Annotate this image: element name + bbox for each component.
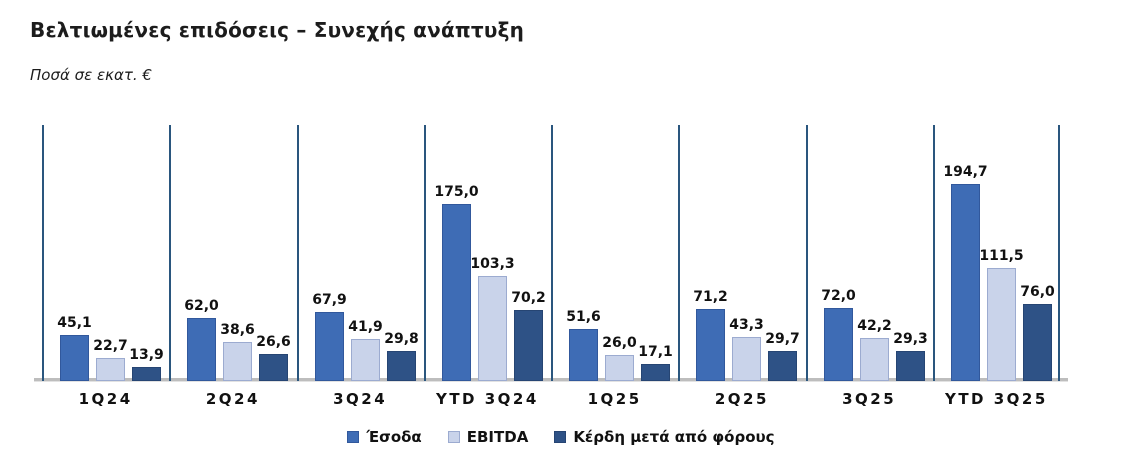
bar [223,342,252,381]
bar-value-label: 38,6 [220,322,255,338]
bar [896,351,925,381]
legend-swatch-net-profit [554,431,567,443]
units-note: Ποσά σε εκατ. € [30,66,152,84]
bar-value-label: 43,3 [729,317,764,333]
panel-separator-line [169,125,171,381]
bar [641,364,670,381]
bar-value-label: 13,9 [129,347,164,363]
bar [387,351,416,381]
bar-value-label: 67,9 [312,292,347,308]
panel-separator-line [933,125,935,381]
bar-value-label: 103,3 [470,256,515,272]
bar [132,367,161,381]
bar-value-label: 62,0 [184,298,219,314]
panel-separator-line [1058,125,1060,381]
bar-value-label: 76,0 [1020,284,1055,300]
bar-value-label: 45,1 [57,315,92,331]
bar-value-label: 29,8 [384,331,419,347]
bar-value-label: 51,6 [566,309,601,325]
panel-separator-line [297,125,299,381]
bar-value-label: 17,1 [638,344,673,360]
bar [514,310,543,381]
bar [732,337,761,381]
bar [605,355,634,381]
legend-item-ebitda: EBITDA [447,428,529,446]
panel-separator-line [551,125,553,381]
bar [96,358,125,381]
bar [1023,304,1052,381]
category-label: 2Q24 [205,390,260,408]
category-label: 1Q24 [78,390,133,408]
bar [259,354,288,381]
bar [569,329,598,381]
bar [442,204,471,381]
bar-value-label: 26,6 [256,334,291,350]
category-label: 2Q25 [714,390,769,408]
legend-label: Έσοδα [366,428,422,446]
bar-value-label: 72,0 [821,288,856,304]
bar-chart: 45,1 22,7 13,9 1Q24 62,0 38,6 26,6 2Q24 67,9 41,9… [34,125,1068,408]
panel-separator-line [806,125,808,381]
panel-separator-line [424,125,426,381]
bar [187,318,216,381]
bar-value-label: 29,7 [765,331,800,347]
page-title: Βελτιωμένες επιδόσεις – Συνεχής ανάπτυξη [30,18,525,42]
bar [60,335,89,381]
bar [987,268,1016,381]
category-label: YTD 3Q25 [944,390,1048,408]
legend-item-revenue: Έσοδα [347,428,422,446]
bar [351,339,380,381]
bar [478,276,507,381]
bar-value-label: 111,5 [979,248,1024,264]
bar [696,309,725,381]
bar [860,338,889,381]
category-label: YTD 3Q24 [435,390,539,408]
bar [315,312,344,381]
bar-value-label: 26,0 [602,335,637,351]
category-label: 3Q25 [842,390,897,408]
bar-value-label: 41,9 [348,319,383,335]
bar [824,308,853,381]
bar [951,184,980,381]
legend-label: Κέρδη μετά από φόρους [573,428,775,446]
category-label: 3Q24 [333,390,388,408]
bar [768,351,797,381]
bar-value-label: 29,3 [893,331,928,347]
legend-item-net-profit: Κέρδη μετά από φόρους [554,428,775,446]
bar-value-label: 194,7 [943,164,988,180]
bar-value-label: 42,2 [857,318,892,334]
bar-value-label: 71,2 [693,289,728,305]
bar-value-label: 22,7 [93,338,128,354]
panel-separator-line [42,125,44,381]
legend: Έσοδα EBITDA Κέρδη μετά από φόρους [0,428,1122,446]
panel-separator-line [678,125,680,381]
category-label: 1Q25 [587,390,642,408]
bar-value-label: 70,2 [511,290,546,306]
bar-value-label: 175,0 [434,184,479,200]
legend-label: EBITDA [466,428,529,446]
legend-swatch-revenue [347,431,360,443]
legend-swatch-ebitda [447,431,460,443]
